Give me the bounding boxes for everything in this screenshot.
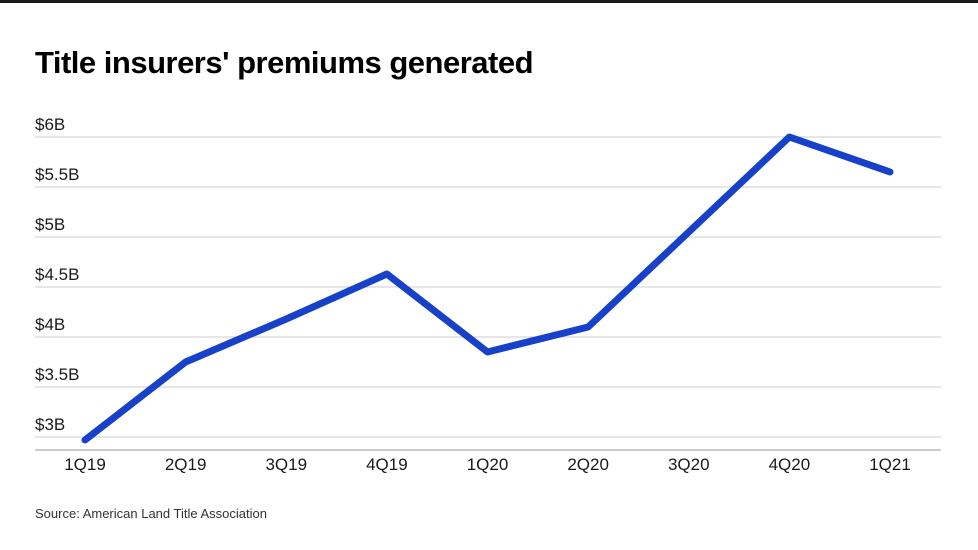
x-tick-label: 2Q20: [567, 455, 609, 474]
y-tick-label: $4B: [35, 315, 65, 334]
y-tick-label: $5B: [35, 215, 65, 234]
y-tick-label: $5.5B: [35, 165, 79, 184]
x-tick-label: 4Q20: [769, 455, 811, 474]
source-note: Source: American Land Title Association: [35, 506, 267, 521]
x-tick-label: 1Q21: [869, 455, 911, 474]
chart-title: Title insurers' premiums generated: [35, 44, 534, 80]
x-tick-label: 1Q19: [64, 455, 106, 474]
y-tick-label: $4.5B: [35, 265, 79, 284]
x-tick-label: 2Q19: [165, 455, 207, 474]
x-tick-label: 3Q19: [265, 455, 307, 474]
x-tick-label: 3Q20: [668, 455, 710, 474]
y-tick-label: $3.5B: [35, 365, 79, 384]
y-tick-label: $6B: [35, 115, 65, 134]
x-tick-label: 1Q20: [467, 455, 509, 474]
y-tick-label: $3B: [35, 415, 65, 434]
x-tick-label: 4Q19: [366, 455, 408, 474]
top-accent-bar: [0, 0, 978, 3]
premiums-line-series: [81, 133, 894, 444]
